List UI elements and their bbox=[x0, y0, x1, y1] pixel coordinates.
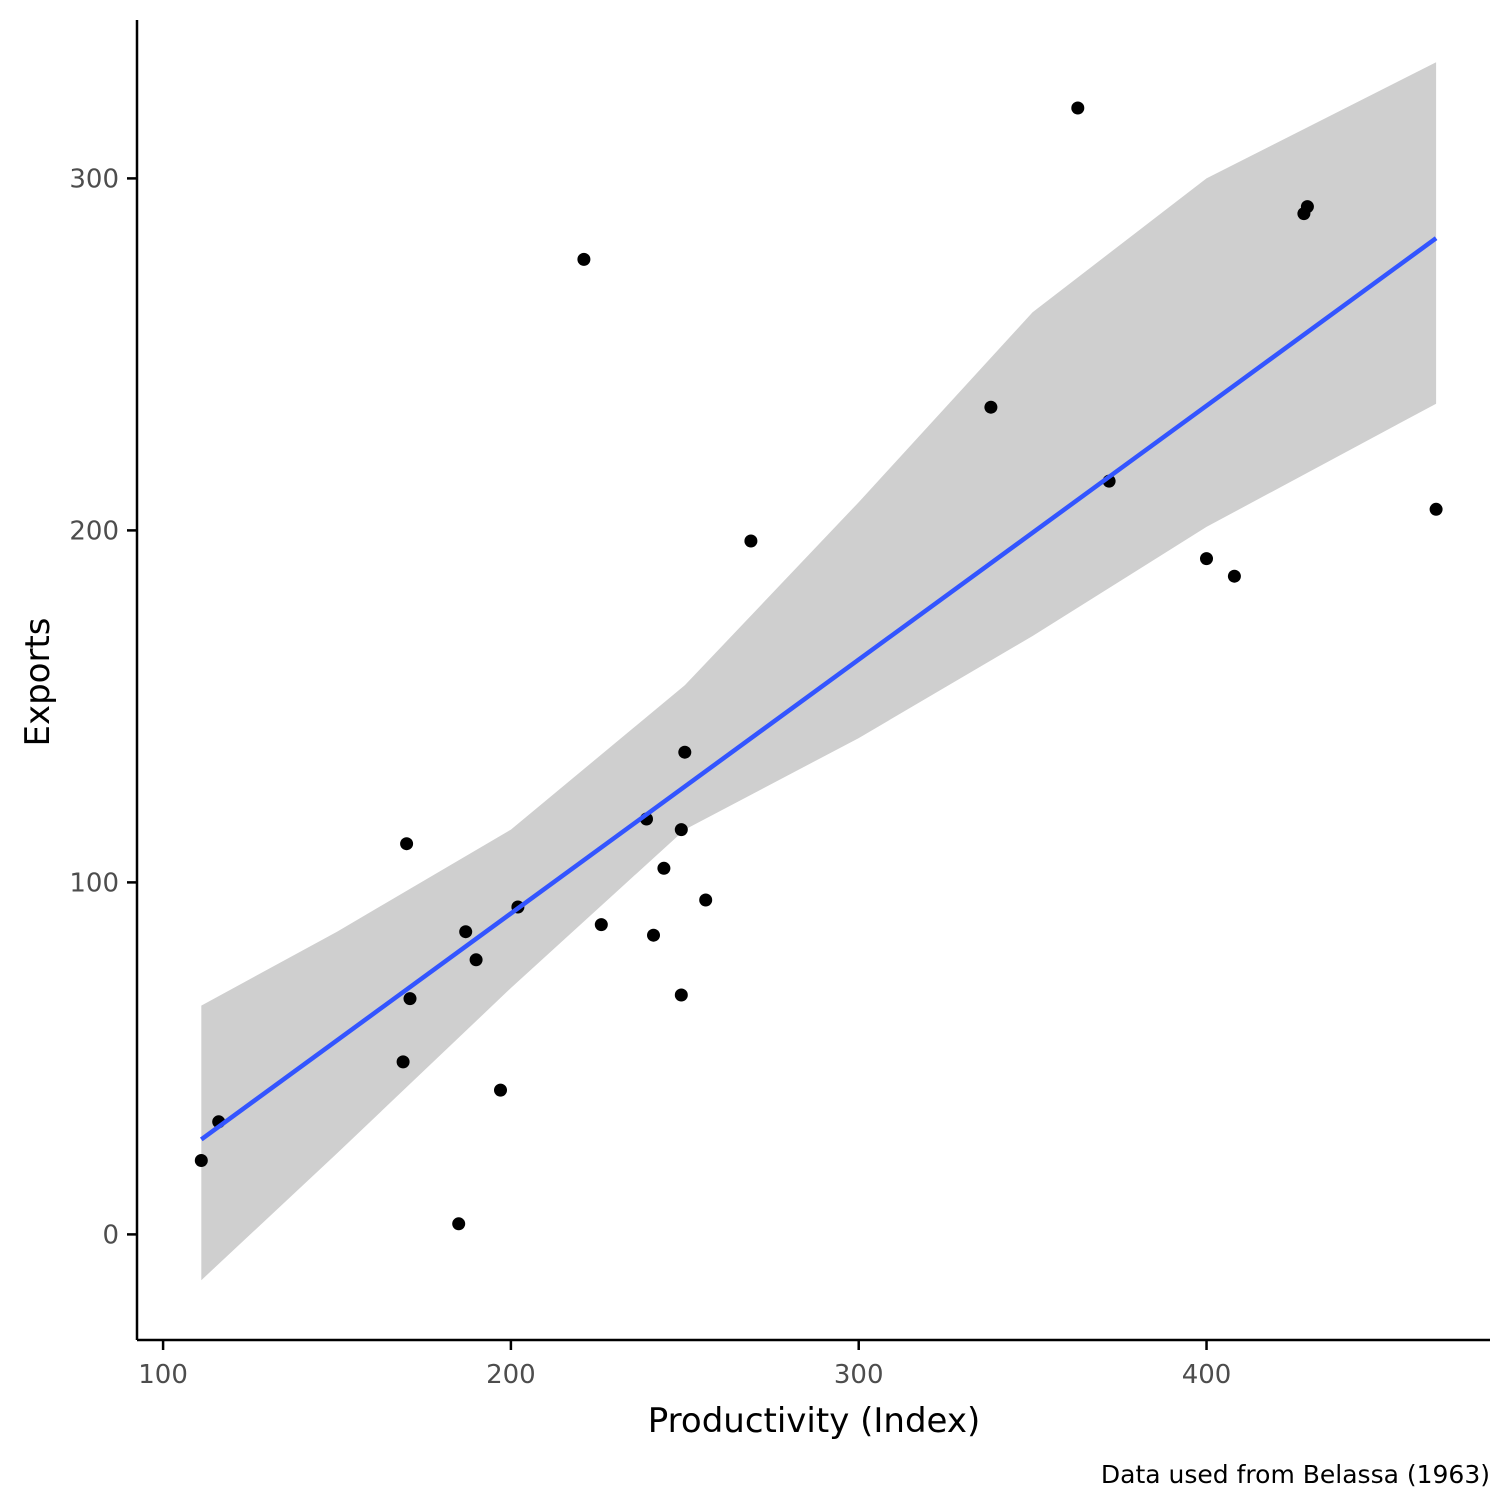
y-tick-label-100: 100 bbox=[69, 868, 119, 898]
regression-line bbox=[199, 236, 1438, 1142]
y-tick-label-300: 300 bbox=[69, 164, 119, 194]
data-point-1 bbox=[194, 1154, 208, 1167]
fit-line-layer bbox=[199, 236, 1438, 1142]
data-point-9 bbox=[494, 1083, 507, 1097]
data-point-3 bbox=[396, 1055, 410, 1069]
data-point-16 bbox=[674, 823, 688, 837]
data-point-22 bbox=[1071, 101, 1085, 115]
x-axis-title: Productivity (Index) bbox=[648, 1401, 981, 1441]
x-tick-label-300: 300 bbox=[834, 1360, 884, 1390]
data-point-14 bbox=[647, 928, 660, 942]
data-point-19 bbox=[699, 893, 713, 907]
data-point-12 bbox=[594, 918, 608, 932]
data-point-17 bbox=[674, 988, 688, 1002]
data-point-8 bbox=[469, 953, 483, 967]
confidence-band-layer bbox=[201, 62, 1437, 1281]
data-point-15 bbox=[657, 861, 671, 875]
data-point-11 bbox=[577, 252, 591, 266]
data-point-25 bbox=[1227, 569, 1241, 583]
data-point-27 bbox=[1300, 200, 1314, 214]
chart-caption: Data used from Belassa (1963) bbox=[1101, 1460, 1490, 1489]
data-point-21 bbox=[984, 400, 998, 414]
confidence-band bbox=[201, 62, 1437, 1281]
data-point-24 bbox=[1200, 552, 1213, 566]
y-tick-label-0: 0 bbox=[102, 1220, 119, 1250]
y-tick-label-200: 200 bbox=[69, 516, 119, 546]
data-point-5 bbox=[400, 837, 414, 851]
data-points-layer bbox=[194, 101, 1443, 1231]
x-tick-label-100: 100 bbox=[138, 1360, 188, 1390]
axes-layer: 100 200 300 400 0 100 200 300 bbox=[69, 20, 1490, 1390]
y-axis-title: Exports bbox=[18, 617, 58, 746]
data-point-4 bbox=[403, 992, 417, 1006]
x-tick-label-200: 200 bbox=[486, 1360, 536, 1390]
data-point-6 bbox=[452, 1217, 466, 1231]
x-tick-label-400: 400 bbox=[1182, 1360, 1232, 1390]
data-point-28 bbox=[1429, 502, 1443, 516]
data-point-20 bbox=[744, 534, 758, 548]
data-point-18 bbox=[678, 745, 692, 759]
data-point-7 bbox=[459, 925, 473, 939]
